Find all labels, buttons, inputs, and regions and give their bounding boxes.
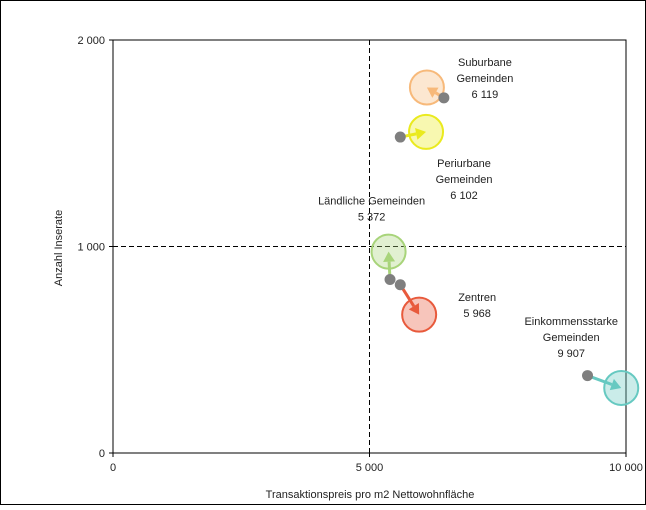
series-1-label-line-0: Periurbane [437,158,491,170]
series-1-arrow-head [415,127,427,140]
series-0-label-line-2: 6 119 [472,89,499,101]
series-4-label-line-0: Einkommensstarke [524,316,618,328]
series-0-label-line-0: Suburbane [458,57,512,69]
series-3-label-line-0: Zentren [458,292,496,304]
series-labels: Suburbane Gemeinden 6 119 Periurbane Gemeind… [318,57,618,360]
series-4-arrow-head [609,378,622,391]
y-tick-label-2: 2 000 [77,35,105,47]
series-4-label-line-2: 9 907 [557,348,585,360]
series-3-label-line-1: 5 968 [463,308,491,320]
series-3-arrow-head [408,302,420,315]
marks [370,69,640,406]
series-4-label-line-1: Gemeinden [543,332,600,344]
series-1-label-line-1: Gemeinden [436,174,493,186]
x-axis-label: Transaktionspreis pro m2 Nettowohnfläche [266,489,475,501]
series-0-start-point [438,92,450,104]
x-tick-label-0: 0 [110,462,116,474]
x-tick-label-2: 10 000 [609,462,643,474]
series-2-arrow-head [383,251,396,262]
reference-lines [113,40,626,453]
series-4-start-point [582,370,594,382]
series-0-arrow-head [426,87,439,98]
x-tick-label-1: 5 000 [356,462,384,474]
series-2-label-line-0: Ländliche Gemeinden [318,196,425,208]
series-1-label-line-2: 6 102 [450,190,478,202]
series-2-label-line-1: 5 372 [358,212,386,224]
series-1-start-point [394,131,406,143]
y-tick-label-1: 1 000 [77,242,105,254]
series-2-start-point [384,274,396,286]
series-3-start-point [394,279,406,291]
y-tick-label-0: 0 [99,448,105,460]
y-axis-label: Anzahl Inserate [53,210,65,286]
series-0-label-line-1: Gemeinden [456,73,513,85]
